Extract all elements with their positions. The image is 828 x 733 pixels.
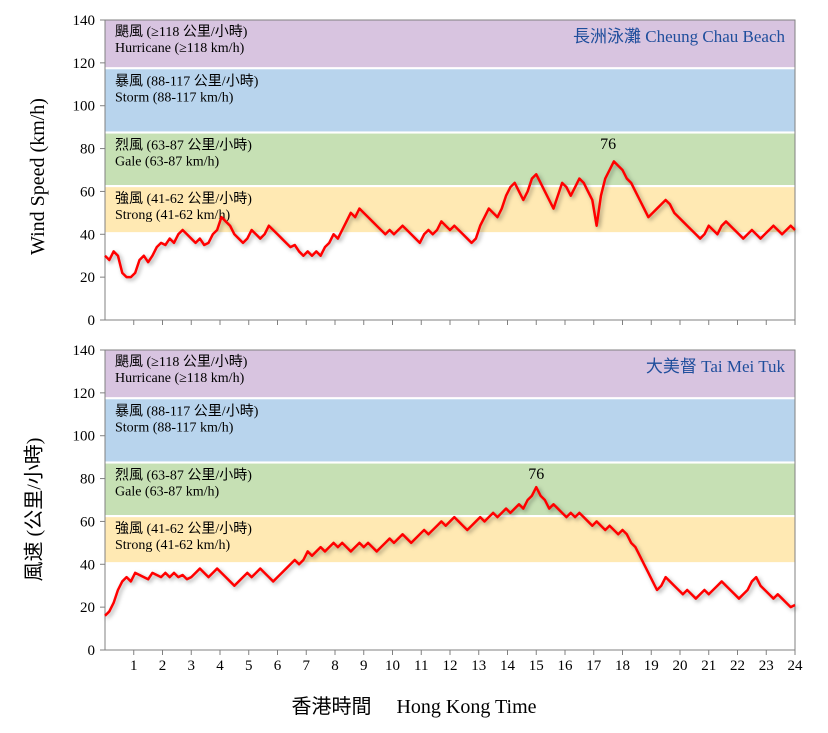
x-tick-label: 15 xyxy=(529,658,544,674)
y-axis-label-en: Wind Speed (km/h) xyxy=(27,98,50,255)
band-label-zh-gale: 烈風 (63-87 公里/小時) xyxy=(115,468,252,484)
x-axis-label-en: Hong Kong Time xyxy=(396,696,536,718)
y-tick-label: 100 xyxy=(73,99,96,115)
x-tick-label: 22 xyxy=(730,658,745,674)
panel-cheung-chau: 020406080100120140颶風 (≥118 公里/小時)Hurrica… xyxy=(105,20,795,320)
x-tick-label: 3 xyxy=(188,658,196,674)
y-tick-label: 120 xyxy=(73,386,96,402)
x-tick-label: 2 xyxy=(159,658,167,674)
station-label: 大美督 Tai Mei Tuk xyxy=(646,357,786,376)
peak-label: 76 xyxy=(600,136,616,153)
y-tick-label: 20 xyxy=(80,600,95,616)
x-tick-label: 23 xyxy=(759,658,774,674)
band-label-en-hurricane: Hurricane (≥118 km/h) xyxy=(115,41,245,56)
y-tick-label: 40 xyxy=(80,227,95,243)
x-tick-label: 11 xyxy=(414,658,428,674)
y-tick-label: 80 xyxy=(80,142,95,158)
y-tick-label: 0 xyxy=(88,643,96,659)
x-tick-label: 16 xyxy=(558,658,574,674)
x-tick-label: 18 xyxy=(615,658,630,674)
x-tick-label: 7 xyxy=(303,658,311,674)
x-tick-label: 4 xyxy=(216,658,224,674)
x-tick-label: 8 xyxy=(331,658,339,674)
band-label-en-hurricane: Hurricane (≥118 km/h) xyxy=(115,371,245,386)
y-tick-label: 140 xyxy=(73,13,96,29)
band-label-en-strong: Strong (41-62 km/h) xyxy=(115,208,230,223)
band-label-zh-hurricane: 颶風 (≥118 公里/小時) xyxy=(115,354,248,370)
x-axis-label-zh: 香港時間 xyxy=(291,696,371,718)
band-label-en-storm: Storm (88-117 km/h) xyxy=(115,420,234,435)
y-tick-label: 0 xyxy=(88,313,96,329)
x-axis-label: 香港時間 Hong Kong Time xyxy=(10,690,818,719)
y-axis-label-zh: 風速 (公里/小時) xyxy=(17,438,46,582)
y-tick-label: 120 xyxy=(73,56,96,72)
x-tick-label: 14 xyxy=(500,658,516,674)
band-label-en-strong: Strong (41-62 km/h) xyxy=(115,538,230,553)
x-tick-label: 24 xyxy=(788,658,804,674)
x-tick-label: 5 xyxy=(245,658,253,674)
peak-label: 76 xyxy=(528,466,544,483)
band-label-zh-strong: 強風 (41-62 公里/小時) xyxy=(115,521,252,537)
band-label-zh-gale: 烈風 (63-87 公里/小時) xyxy=(115,138,252,154)
x-tick-label: 10 xyxy=(385,658,400,674)
y-tick-label: 60 xyxy=(80,184,95,200)
band-label-en-gale: Gale (63-87 km/h) xyxy=(115,485,220,500)
x-tick-label: 1 xyxy=(130,658,138,674)
station-label: 長洲泳灘 Cheung Chau Beach xyxy=(573,27,785,46)
band-label-en-storm: Storm (88-117 km/h) xyxy=(115,90,234,105)
x-tick-label: 6 xyxy=(274,658,282,674)
y-tick-label: 40 xyxy=(80,557,95,573)
y-tick-label: 20 xyxy=(80,270,95,286)
band-label-zh-storm: 暴風 (88-117 公里/小時) xyxy=(115,73,259,89)
y-tick-label: 80 xyxy=(80,472,95,488)
band-label-en-gale: Gale (63-87 km/h) xyxy=(115,155,220,170)
x-tick-label: 20 xyxy=(673,658,688,674)
x-tick-label: 12 xyxy=(443,658,458,674)
x-tick-label: 13 xyxy=(471,658,486,674)
wind-speed-charts: Wind Speed (km/h) 風速 (公里/小時) 02040608010… xyxy=(10,10,818,723)
band-label-zh-strong: 強風 (41-62 公里/小時) xyxy=(115,191,252,207)
band-label-zh-storm: 暴風 (88-117 公里/小時) xyxy=(115,403,259,419)
x-tick-label: 21 xyxy=(701,658,716,674)
y-tick-label: 100 xyxy=(73,429,96,445)
y-tick-label: 140 xyxy=(73,343,96,359)
x-tick-label: 19 xyxy=(644,658,659,674)
x-tick-label: 9 xyxy=(360,658,368,674)
band-label-zh-hurricane: 颶風 (≥118 公里/小時) xyxy=(115,24,248,40)
y-tick-label: 60 xyxy=(80,514,95,530)
x-tick-label: 17 xyxy=(586,658,602,674)
panel-tai-mei-tuk: 0204060801001201401234567891011121314151… xyxy=(105,350,795,650)
